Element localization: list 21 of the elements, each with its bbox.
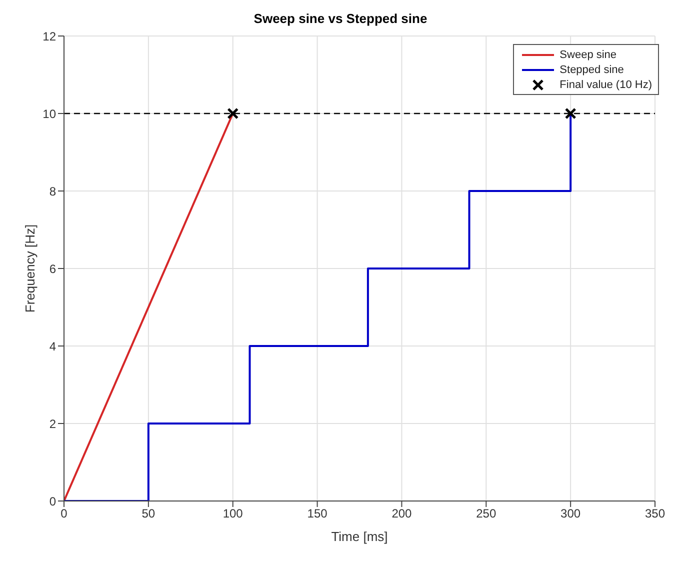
- y-tick-label: 4: [49, 339, 56, 354]
- chart-title: Sweep sine vs Stepped sine: [252, 10, 428, 28]
- x-tick-label: 50: [142, 506, 156, 521]
- x-axis-title: Time [ms]: [331, 529, 388, 544]
- x-tick-label: 100: [222, 506, 244, 521]
- x-tick-label: 150: [307, 506, 328, 521]
- y-tick-label: 2: [49, 416, 56, 431]
- y-tick-label: 6: [49, 262, 56, 276]
- x-tick-label: 300: [560, 506, 581, 521]
- legend-label: Stepped sine: [560, 64, 624, 76]
- y-tick-label: 8: [49, 184, 56, 198]
- x-tick-label: 200: [392, 506, 412, 521]
- legend-label: Sweep sine: [560, 48, 617, 60]
- y-tick-label: 10: [42, 106, 56, 121]
- x-tick-label: 250: [476, 506, 496, 521]
- x-tick-label: 0: [60, 506, 68, 521]
- y-tick-label: 12: [42, 29, 56, 44]
- y-tick-label: 0: [49, 494, 56, 508]
- x-tick-label: 350: [644, 506, 666, 521]
- legend-label: Final value (10 Hz): [560, 78, 652, 90]
- y-axis-title: Frequency [Hz]: [22, 224, 38, 313]
